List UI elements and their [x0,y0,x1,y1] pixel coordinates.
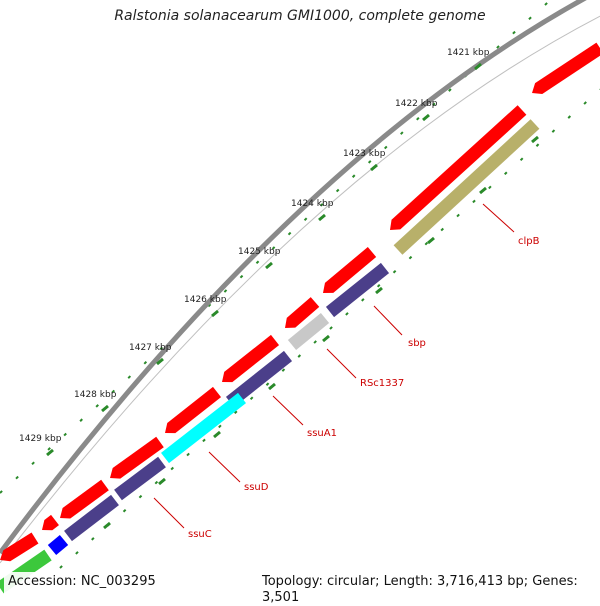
gene-fwd-1 [532,42,600,95]
gene-label-rsc1337: RSc1337 [360,378,404,389]
tick-mark-1421 [474,62,482,71]
tick-label-1429: 1429 kbp [19,434,62,444]
tick-label-1424: 1424 kbp [291,199,334,209]
leader-line-clpB [482,203,515,233]
tick-guides [0,2,600,569]
gene-ssuA1 [225,350,293,408]
tick-label-1427: 1427 kbp [129,343,172,353]
tick-mark-1428 [101,404,109,413]
gene-ssuD [161,392,246,464]
gene-ssuC-a [114,456,166,501]
tick-label-1425: 1425 kbp [238,247,281,257]
topology-text: Topology: circular; Length: 3,716,413 bp… [258,572,600,605]
accession-text: Accession: NC_003295 [4,572,160,596]
gene-fwd-5 [222,334,280,383]
gene-fwd-9 [42,514,59,531]
tick-mark-1429 [46,448,54,457]
gene-fwd-3 [323,247,377,293]
gene-label-ssuc: ssuC [188,529,212,540]
gene-fwd-2 [390,105,527,230]
gene-blue [47,535,69,555]
gene-fwd-10 [0,532,39,562]
tick-mark-1423 [370,163,378,172]
inner-tick-mark-1424 [375,286,383,295]
map-title: Ralstonia solanacearum GMI1000, complete… [114,8,486,24]
tick-mark-1427 [156,357,164,366]
gene-labels: clpB sbp RSc1337 ssuA1 ssuD ssuC [153,203,540,540]
gene-ssuC-b [64,494,119,542]
tick-mark-1426 [211,309,219,318]
gene-label-sbp: sbp [408,338,426,349]
gene-fwd-7 [110,436,164,479]
inner-tick-mark-1423 [427,236,435,245]
genome-backbone [0,0,587,555]
tick-label-1428: 1428 kbp [74,390,117,400]
leader-line-ssud [208,451,241,483]
tick-mark-1422 [422,113,430,122]
gene-RSc1337 [287,312,330,351]
forward-strand-genes [0,42,600,562]
tick-label-1421: 1421 kbp [447,48,490,58]
gene-label-ssud: ssuD [244,482,269,493]
gene-label-ssua1: ssuA1 [307,428,337,439]
tick-label-1426: 1426 kbp [184,295,227,305]
inner-tick-mark-1421 [531,135,539,144]
inner-tick-mark-1425 [322,334,330,343]
tick-mark-1425 [265,261,273,270]
inner-tick-mark-1428 [158,477,166,486]
tick-label-1422: 1422 kbp [395,99,438,109]
inner-tick-mark-1422 [479,186,487,195]
leader-line-rsc1337 [326,348,357,379]
leader-line-sbp [373,305,403,336]
inner-tick-mark-1427 [213,430,221,439]
tick-mark-1424 [318,213,326,222]
inner-tick-mark-1426 [268,382,276,391]
gene-sbp [325,262,390,318]
kbp-ticks: 1421 kbp 1422 kbp 1423 kbp 1424 kbp 1425 kbp… [19,48,539,530]
genome-backbone-inner [0,15,600,564]
gene-label-clpB: clpB [518,236,540,247]
gene-fwd-4 [285,297,320,328]
inner-tick-mark-1429 [103,521,111,530]
gene-clpB [393,119,540,255]
leader-line-ssua1 [272,395,304,426]
gene-fwd-6 [165,386,222,434]
reverse-strand-genes [0,119,540,594]
tick-label-1423: 1423 kbp [343,149,386,159]
gene-fwd-8 [60,479,109,519]
leader-line-ssuc [153,497,185,529]
